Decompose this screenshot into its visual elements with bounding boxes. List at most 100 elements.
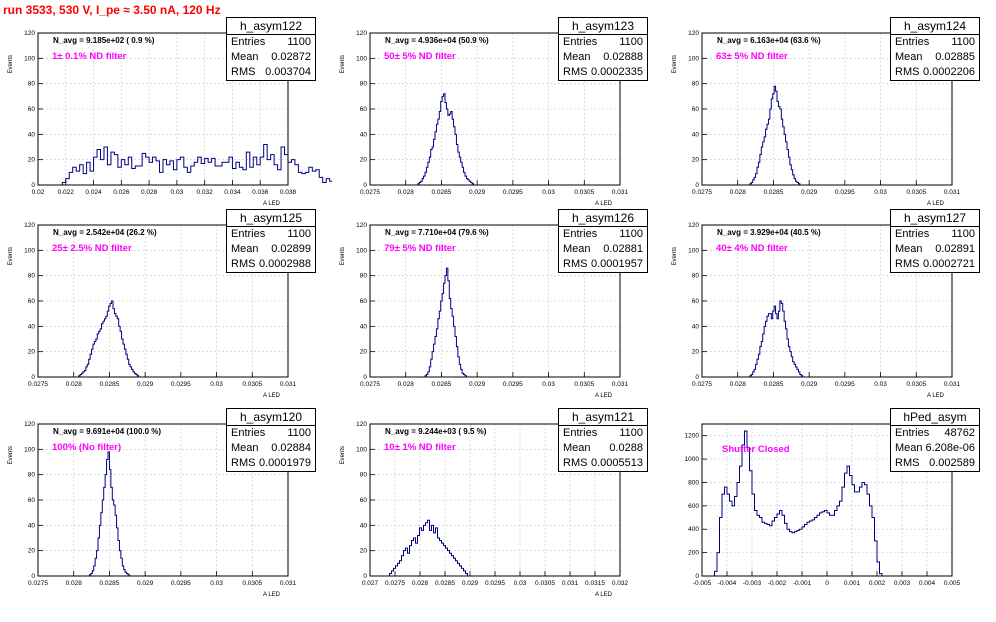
histogram-bin xyxy=(112,301,113,377)
histogram-series xyxy=(77,300,141,378)
y-tick-label: 40 xyxy=(360,131,368,138)
x-tick-label: 0.0285 xyxy=(763,381,783,388)
y-tick-label: 0 xyxy=(695,573,699,580)
x-tick-label: 0.0275 xyxy=(28,381,48,388)
histogram-bin xyxy=(822,512,825,576)
stats-value: 1100 xyxy=(951,228,975,240)
x-tick-label: 0.0305 xyxy=(242,580,262,587)
y-tick-label: 40 xyxy=(692,131,700,138)
histogram-bin xyxy=(117,319,118,377)
histogram-bin xyxy=(180,157,183,185)
y-tick-label: 80 xyxy=(28,273,36,280)
histogram-bin xyxy=(870,506,873,576)
histogram-series xyxy=(423,267,468,378)
x-tick-label: 0.02 xyxy=(32,189,45,196)
stats-key: RMS xyxy=(563,258,588,270)
histogram-bin xyxy=(817,515,820,576)
stats-box: h_asym127 Entries 1100 Mean 0.02891 RMS 0.0002… xyxy=(890,209,980,273)
histogram-bin xyxy=(753,372,754,377)
stats-row-rms: RMS 0.0002206 xyxy=(891,65,979,80)
histogram-bin xyxy=(732,506,735,576)
histogram-bin xyxy=(454,326,455,377)
y-tick-label: 20 xyxy=(360,349,368,356)
histogram-bin xyxy=(770,314,771,377)
histogram-bin xyxy=(737,482,740,576)
x-tick-label: 0.036 xyxy=(252,189,269,196)
histogram-bin xyxy=(132,169,135,185)
y-tick-label: 20 xyxy=(692,349,700,356)
histogram-bin xyxy=(139,166,142,185)
histogram-bin xyxy=(125,165,128,185)
histogram-bin xyxy=(104,319,105,377)
histogram-bin xyxy=(454,558,456,576)
x-tick-label: 0.0315 xyxy=(585,580,605,587)
stats-box: h_asym121 Entries 1100 Mean 0.0288 RMS 0.00055… xyxy=(558,408,648,472)
histogram-bin xyxy=(432,352,433,377)
histogram-bin xyxy=(99,331,100,377)
stats-key: RMS xyxy=(563,457,588,469)
histogram-bin xyxy=(791,357,792,377)
y-tick-label: 0 xyxy=(363,182,367,189)
histogram-bin xyxy=(105,475,106,576)
histogram-bin xyxy=(847,466,850,576)
histogram-bin xyxy=(722,494,725,576)
histogram-bin xyxy=(93,344,94,377)
histogram-bin xyxy=(797,369,798,377)
histogram-bin xyxy=(436,124,437,185)
histogram-bin xyxy=(786,329,787,377)
x-tick-label: 0.031 xyxy=(944,381,961,388)
stats-key: Mean xyxy=(563,442,591,454)
histogram-bin xyxy=(790,352,791,377)
histogram-bin xyxy=(243,170,246,185)
stats-row-entries: Entries 1100 xyxy=(227,426,315,441)
histogram-bin xyxy=(444,94,445,185)
histogram-bin xyxy=(753,180,754,185)
x-tick-label: 0.004 xyxy=(919,580,936,587)
histogram-bin xyxy=(788,347,789,377)
y-tick-label: 80 xyxy=(360,273,368,280)
histogram-bin xyxy=(428,520,430,576)
histogram-bin xyxy=(800,529,803,576)
y-tick-label: 20 xyxy=(28,349,36,356)
y-tick-label: 20 xyxy=(28,548,36,555)
stats-row-mean: Mean 0.02884 xyxy=(227,441,315,456)
histogram-bin xyxy=(837,506,840,576)
stats-value: 0.0288 xyxy=(609,442,643,454)
histogram-bin xyxy=(295,165,298,185)
x-tick-label: 0.031 xyxy=(612,381,629,388)
histogram-bin xyxy=(767,525,770,576)
filter-annotation: 10± 1% ND filter xyxy=(384,442,456,453)
histogram-bin xyxy=(466,179,467,185)
filter-annotation: 40± 4% ND filter xyxy=(716,243,788,254)
histogram-bin xyxy=(790,532,793,576)
y-tick-label: 120 xyxy=(688,30,699,37)
x-tick-label: 0.0275 xyxy=(28,580,48,587)
histogram-bin xyxy=(444,283,445,377)
x-axis-title: A LED xyxy=(263,393,281,399)
x-tick-label: 0.03 xyxy=(542,381,555,388)
histogram-bin xyxy=(717,553,720,576)
histogram-bin xyxy=(416,543,418,576)
histogram-series xyxy=(416,93,475,186)
histogram-bin xyxy=(435,336,436,377)
histogram-bin xyxy=(442,96,443,185)
histogram-bin xyxy=(109,470,110,576)
histogram-bin xyxy=(309,167,312,185)
filter-annotation: Shutter Closed xyxy=(722,444,790,455)
histogram-bin xyxy=(410,546,412,576)
histogram-bin xyxy=(454,127,455,185)
histogram-bin xyxy=(114,314,115,377)
histogram-bin xyxy=(780,511,783,576)
stats-row-rms: RMS 0.0005513 xyxy=(559,456,647,471)
histogram-bin xyxy=(797,530,800,576)
histogram-bin xyxy=(796,367,797,377)
x-tick-label: 0.028 xyxy=(730,381,747,388)
histogram-bin xyxy=(781,304,782,377)
x-tick-label: 0.028 xyxy=(398,189,415,196)
histogram-bin xyxy=(101,160,104,185)
histogram-bin xyxy=(458,152,459,185)
x-axis-title: A LED xyxy=(595,592,613,598)
stats-value: 0.0005513 xyxy=(591,457,643,469)
x-tick-label: -0.003 xyxy=(743,580,762,587)
histogram-pad-h_asym125: 0 20 40 60 80 100 120 0.0275 0.028 0.0285 0.029 0.0… xyxy=(0,207,332,414)
